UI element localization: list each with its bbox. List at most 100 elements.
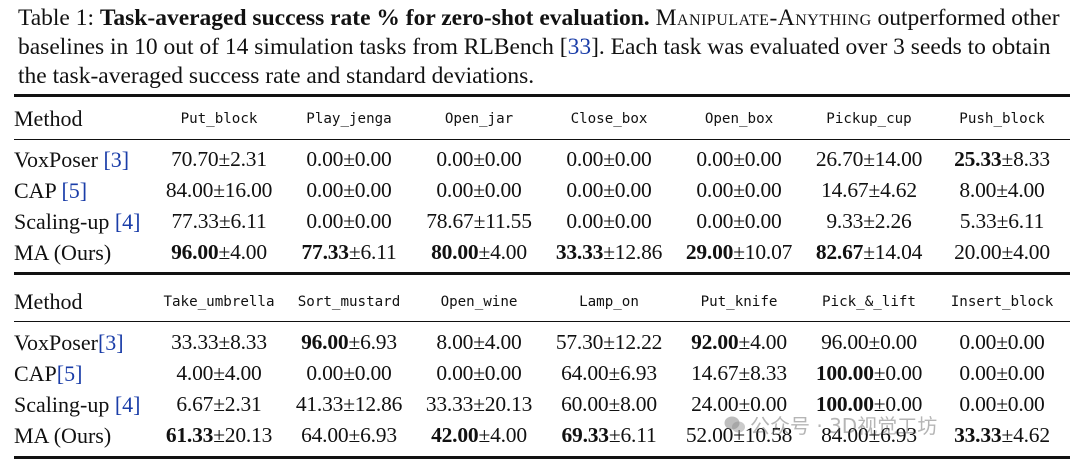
citation-link[interactable]: [4] — [114, 208, 141, 234]
score-std: ±8.00 — [608, 392, 657, 416]
score-std: ±0.00 — [996, 392, 1045, 416]
score-mean: 100.00 — [815, 392, 874, 416]
score-std: ±14.04 — [863, 240, 923, 264]
citation-link[interactable]: [3] — [97, 329, 124, 355]
method-name-cell: VoxPoser [3] — [14, 134, 154, 175]
score-std: ±6.11 — [996, 209, 1045, 233]
score-mean: 0.00 — [306, 147, 344, 171]
score-mean: 57.30 — [555, 330, 604, 354]
results-table-1: Method Put_block Play_jenga Open_jar Close_b… — [14, 104, 1070, 268]
score-std: ±4.00 — [473, 330, 522, 354]
table-row: Scaling-up [4] 6.67±2.31 41.33±12.86 33.33±… — [14, 389, 1070, 420]
score-std: ±6.93 — [348, 330, 397, 354]
score-std: ±0.00 — [603, 209, 652, 233]
task-column-header: Sort_mustard — [297, 294, 401, 310]
score-mean: 82.67 — [815, 240, 864, 264]
score-mean: 0.00 — [306, 178, 344, 202]
score-mean: 84.00 — [821, 423, 869, 447]
score-cell: 24.00±0.00 — [674, 389, 804, 420]
caption-text-part1: outperformed other baselines in 10 out o… — [18, 5, 1060, 60]
task-column-header: Put_knife — [700, 294, 778, 310]
score-mean: 0.00 — [436, 361, 474, 385]
header-row: Method Take_umbrella Sort_mustard Open_wine… — [14, 287, 1070, 317]
score-mean: 4.00 — [176, 361, 214, 385]
score-mean: 33.33 — [555, 240, 604, 264]
score-mean: 26.70 — [815, 147, 864, 171]
task-column-header: Open_box — [704, 111, 774, 127]
score-mean: 77.33 — [171, 209, 219, 233]
wechat-logo-icon — [724, 415, 746, 440]
task-column-header: Open_jar — [444, 111, 514, 127]
score-cell: 84.00±16.00 — [154, 175, 284, 206]
method-name: CAP — [14, 360, 57, 386]
score-std: ±6.11 — [608, 423, 657, 447]
score-mean: 64.00 — [561, 361, 609, 385]
score-cell: 80.00±4.00 — [414, 237, 544, 268]
score-mean: 0.00 — [959, 392, 997, 416]
method-name-cell: CAP [5] — [14, 175, 154, 206]
method-name-cell: CAP[5] — [14, 358, 154, 389]
task-column-header: Pick_&_lift — [822, 294, 916, 310]
score-cell: 4.00±4.00 — [154, 358, 284, 389]
citation-link[interactable]: [5] — [61, 177, 88, 203]
score-cell: 0.00±0.00 — [674, 134, 804, 175]
score-std: ±2.31 — [218, 147, 267, 171]
score-cell: 0.00±0.00 — [544, 206, 674, 237]
score-cell: 96.00±0.00 — [804, 317, 934, 358]
score-cell: 8.00±4.00 — [414, 317, 544, 358]
method-column-header: Method — [14, 106, 83, 131]
score-cell: 61.33±20.13 — [154, 420, 284, 451]
score-std: ±0.00 — [343, 147, 392, 171]
citation-link[interactable]: [3] — [103, 146, 130, 172]
score-std: ±4.00 — [738, 330, 787, 354]
score-mean: 0.00 — [436, 178, 474, 202]
score-std: ±4.00 — [478, 423, 527, 447]
table-row: CAP[5] 4.00±4.00 0.00±0.00 0.00±0.00 64.00±6… — [14, 358, 1070, 389]
score-cell: 96.00±6.93 — [284, 317, 414, 358]
score-mean: 64.00 — [301, 423, 349, 447]
score-mean: 42.00 — [431, 423, 479, 447]
caption-ref: 33 — [567, 34, 592, 60]
score-cell: 29.00±10.07 — [674, 237, 804, 268]
score-std: ±0.00 — [603, 147, 652, 171]
method-name: CAP — [14, 177, 62, 203]
score-mean: 20.00 — [954, 240, 1002, 264]
method-name-cell: MA (Ours) — [14, 237, 154, 268]
score-mean: 0.00 — [696, 147, 734, 171]
watermark: 公众号 · 3D视觉工坊 — [724, 410, 937, 440]
score-cell: 14.67±8.33 — [674, 358, 804, 389]
score-mean: 24.00 — [691, 392, 739, 416]
task-column-header: Close_box — [570, 111, 648, 127]
score-mean: 0.00 — [696, 178, 734, 202]
method-name: Scaling-up — [14, 208, 115, 234]
score-cell: 14.67±4.62 — [804, 175, 934, 206]
score-cell: 33.33±12.86 — [544, 237, 674, 268]
score-cell: 8.00±4.00 — [934, 175, 1070, 206]
score-cell: 82.67±14.04 — [804, 237, 934, 268]
score-std: ±4.00 — [996, 178, 1045, 202]
score-mean: 96.00 — [171, 240, 219, 264]
score-cell: 0.00±0.00 — [934, 317, 1070, 358]
score-std: ±6.11 — [348, 240, 397, 264]
score-std: ±0.00 — [473, 178, 522, 202]
score-mean: 84.00 — [165, 178, 214, 202]
score-mean: 8.00 — [959, 178, 997, 202]
top-rule — [14, 94, 1070, 97]
method-name: VoxPoser — [14, 329, 98, 355]
score-cell: 9.33±2.26 — [804, 206, 934, 237]
table-row: MA (Ours) 61.33±20.13 64.00±6.93 42.00±4.00… — [14, 420, 1070, 451]
score-cell: 0.00±0.00 — [674, 206, 804, 237]
score-cell: 64.00±6.93 — [284, 420, 414, 451]
score-std: ±10.07 — [733, 240, 793, 264]
score-cell: 0.00±0.00 — [284, 206, 414, 237]
table-row: CAP [5] 84.00±16.00 0.00±0.00 0.00±0.00 0.00… — [14, 175, 1070, 206]
mid-rule — [14, 272, 1070, 275]
citation-link[interactable]: [5] — [56, 360, 83, 386]
caption-method-name: Manipulate-Anything — [655, 5, 872, 31]
score-cell: 6.67±2.31 — [154, 389, 284, 420]
score-std: ±12.86 — [603, 240, 663, 264]
score-std: ±14.00 — [863, 147, 923, 171]
score-cell: 42.00±4.00 — [414, 420, 544, 451]
citation-link[interactable]: [4] — [114, 391, 141, 417]
